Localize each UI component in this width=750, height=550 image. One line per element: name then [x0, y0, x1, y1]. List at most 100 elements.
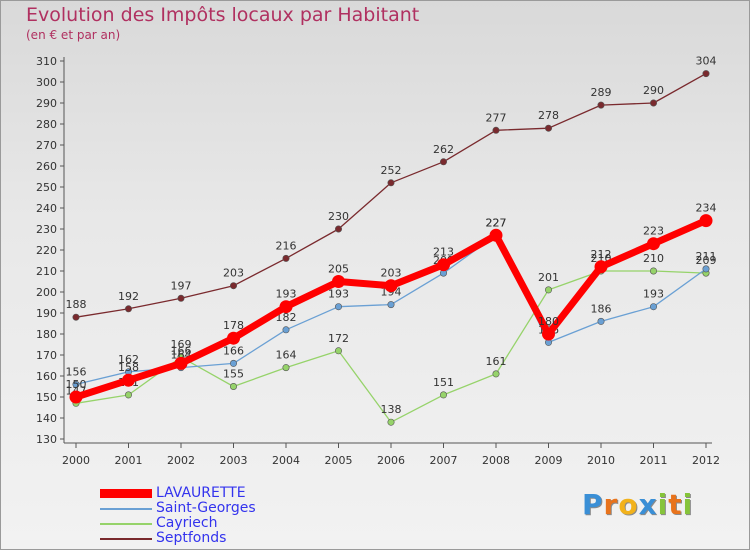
- data-label-septfonds-2001: 192: [118, 290, 139, 303]
- data-label-cayriech-2008: 161: [486, 355, 507, 368]
- legend-item-lavaurette: LAVAURETTE: [100, 485, 320, 501]
- point-saint-georges-2003: [230, 359, 238, 367]
- point-cayriech-2004: [282, 364, 290, 372]
- y-tick-label-310: 310: [36, 55, 57, 68]
- data-label-septfonds-2002: 197: [171, 279, 192, 292]
- data-label-cayriech-2005: 172: [328, 332, 349, 345]
- data-label-lavaurette-2007: 213: [433, 246, 454, 259]
- y-tick-label-250: 250: [36, 181, 57, 194]
- y-tick-label-200: 200: [36, 286, 57, 299]
- x-tick-label-2002: 2002: [167, 454, 195, 467]
- point-lavaurette-2011: [647, 237, 660, 251]
- logo-letter: t: [668, 488, 683, 521]
- data-label-saint-georges-2005: 193: [328, 288, 349, 301]
- point-cayriech-2006: [387, 418, 395, 426]
- data-label-saint-georges-2008: 227: [486, 216, 507, 229]
- y-tick-label-290: 290: [36, 97, 57, 110]
- data-label-septfonds-2010: 289: [591, 86, 612, 99]
- y-tick-label-210: 210: [36, 265, 57, 278]
- legend-label-lavaurette: LAVAURETTE: [156, 485, 246, 501]
- point-cayriech-2009: [544, 286, 552, 294]
- point-saint-georges-2000: [72, 380, 80, 388]
- data-label-lavaurette-2006: 203: [381, 267, 402, 280]
- data-label-saint-georges-2003: 166: [223, 344, 244, 357]
- y-tick-label-270: 270: [36, 139, 57, 152]
- y-tick-label-140: 140: [36, 412, 57, 425]
- point-septfonds-2003: [230, 282, 238, 290]
- data-label-lavaurette-2003: 178: [223, 319, 244, 332]
- x-tick-label-2009: 2009: [535, 454, 563, 467]
- point-saint-georges-2006: [387, 301, 395, 309]
- data-label-saint-georges-2004: 182: [276, 311, 297, 324]
- point-septfonds-2009: [544, 124, 552, 132]
- y-tick-label-130: 130: [36, 433, 57, 446]
- point-septfonds-2008: [492, 126, 500, 134]
- legend-label-saint-georges: Saint-Georges: [156, 500, 256, 516]
- point-septfonds-2002: [177, 294, 185, 302]
- point-saint-georges-2011: [649, 303, 657, 311]
- point-saint-georges-2004: [282, 326, 290, 334]
- point-septfonds-2011: [649, 99, 657, 107]
- legend-swatch-lavaurette: [100, 489, 152, 498]
- data-label-saint-georges-2011: 193: [643, 288, 664, 301]
- data-label-septfonds-2003: 203: [223, 267, 244, 280]
- x-tick-label-2008: 2008: [482, 454, 510, 467]
- data-label-saint-georges-2010: 186: [591, 302, 612, 315]
- point-septfonds-2004: [282, 254, 290, 262]
- x-tick-label-2000: 2000: [62, 454, 90, 467]
- x-tick-label-2010: 2010: [587, 454, 615, 467]
- point-cayriech-2007: [439, 391, 447, 399]
- data-label-saint-georges-2012: 211: [696, 250, 717, 263]
- x-tick-label-2012: 2012: [692, 454, 720, 467]
- legend-item-cayriech: Cayriech: [100, 515, 320, 531]
- chart-subtitle: (en € et par an): [26, 28, 121, 42]
- point-cayriech-2003: [230, 382, 238, 390]
- data-label-cayriech-2003: 155: [223, 368, 244, 381]
- x-tick-label-2001: 2001: [115, 454, 143, 467]
- logo-letter: x: [638, 488, 658, 521]
- point-lavaurette-2004: [279, 300, 293, 314]
- data-label-lavaurette-2012: 234: [696, 202, 717, 215]
- legend-swatch-saint-georges: [100, 508, 152, 510]
- data-label-septfonds-2008: 277: [486, 111, 507, 124]
- logo-letter: P: [582, 488, 604, 521]
- x-tick-label-2006: 2006: [377, 454, 405, 467]
- x-tick-label-2011: 2011: [640, 454, 668, 467]
- y-tick-label-150: 150: [36, 391, 57, 404]
- logo-letter: o: [618, 488, 639, 521]
- data-label-septfonds-2000: 188: [66, 298, 87, 311]
- point-cayriech-2005: [334, 347, 342, 355]
- x-tick-label-2003: 2003: [220, 454, 248, 467]
- point-lavaurette-2003: [227, 331, 240, 345]
- point-septfonds-2005: [334, 225, 342, 233]
- data-label-cayriech-2007: 151: [433, 376, 454, 389]
- proxiti-logo: Proxiti: [582, 488, 693, 521]
- legend-label-cayriech: Cayriech: [156, 515, 218, 531]
- point-saint-georges-2005: [334, 303, 342, 311]
- data-label-lavaurette-2008: 227: [486, 216, 507, 229]
- point-lavaurette-2008: [489, 228, 503, 242]
- y-tick-label-260: 260: [36, 160, 57, 173]
- data-label-septfonds-2012: 304: [696, 55, 717, 68]
- y-tick-label-160: 160: [36, 370, 57, 383]
- data-label-septfonds-2006: 252: [381, 164, 402, 177]
- legend-label-septfonds: Septfonds: [156, 530, 227, 546]
- point-lavaurette-2005: [332, 275, 345, 288]
- data-label-cayriech-2004: 164: [276, 349, 297, 362]
- point-septfonds-2001: [125, 305, 133, 313]
- point-septfonds-2006: [387, 179, 395, 187]
- data-label-lavaurette-2010: 212: [591, 248, 612, 261]
- point-cayriech-2011: [649, 267, 657, 275]
- y-tick-label-230: 230: [36, 223, 57, 236]
- logo-letter: i: [657, 488, 669, 521]
- point-lavaurette-2009: [542, 327, 555, 341]
- series-line-saint-georges: [75, 234, 707, 386]
- data-label-lavaurette-2001: 158: [118, 361, 139, 374]
- series-line-lavaurette: [72, 217, 710, 401]
- legend-item-saint-georges: Saint-Georges: [100, 500, 320, 516]
- data-label-septfonds-2009: 278: [538, 109, 559, 122]
- point-saint-georges-2012: [702, 265, 710, 273]
- point-lavaurette-2010: [594, 260, 608, 274]
- x-tick-label-2005: 2005: [325, 454, 353, 467]
